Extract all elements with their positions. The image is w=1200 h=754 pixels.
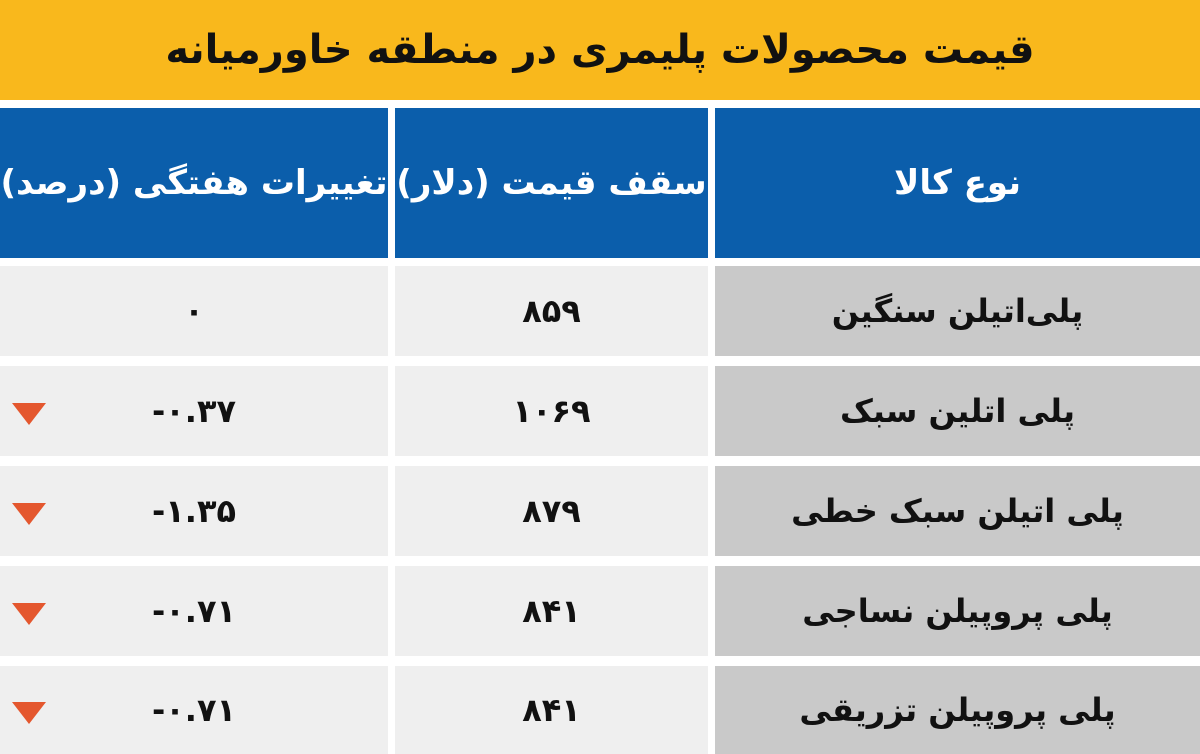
change-cell-text: -۰.۷۱ xyxy=(151,691,237,729)
down-arrow-icon xyxy=(12,603,46,625)
title: قیمت محصولات پلیمری در منطقه خاورمیانه xyxy=(0,0,1200,100)
price-cell: ۸۷۹ xyxy=(395,466,708,556)
change-cell: -۱.۳۵ xyxy=(0,466,388,556)
price-cell-text: ۸۵۹ xyxy=(522,292,581,330)
down-arrow-icon xyxy=(12,702,46,724)
change-cell: -۰.۳۷ xyxy=(0,366,388,456)
change-cell-text: -۰.۳۷ xyxy=(151,392,237,430)
down-arrow-icon xyxy=(12,503,46,525)
product-cell: پلی پروپیلن تزریقی xyxy=(715,666,1200,754)
column-header: تغییرات هفتگی (درصد) xyxy=(0,108,388,258)
column-header: نوع کالا xyxy=(715,108,1200,258)
down-arrow xyxy=(12,403,46,425)
product-cell: پلی اتلین سبک xyxy=(715,366,1200,456)
down-arrow xyxy=(12,702,46,724)
column-header: سقف قیمت (دلار) xyxy=(395,108,708,258)
down-arrow-icon xyxy=(12,403,46,425)
price-cell-text: ۸۴۱ xyxy=(522,592,581,630)
product-cell: پلی اتیلن سبک خطی xyxy=(715,466,1200,556)
change-cell-text: ۰ xyxy=(184,292,204,330)
price-cell: ۱۰۶۹ xyxy=(395,366,708,456)
price-cell: ۸۴۱ xyxy=(395,666,708,754)
change-cell: -۰.۷۱ xyxy=(0,566,388,656)
price-cell: ۸۵۹ xyxy=(395,266,708,356)
change-cell-text: -۱.۳۵ xyxy=(151,492,237,530)
price-cell-text: ۸۷۹ xyxy=(522,492,581,530)
product-cell: پلی پروپیلن نساجی xyxy=(715,566,1200,656)
price-cell: ۸۴۱ xyxy=(395,566,708,656)
down-arrow xyxy=(12,603,46,625)
product-cell: پلی‌اتیلن سنگین xyxy=(715,266,1200,356)
change-cell: -۰.۷۱ xyxy=(0,666,388,754)
change-cell: ۰ xyxy=(0,266,388,356)
down-arrow xyxy=(12,503,46,525)
price-cell-text: ۸۴۱ xyxy=(522,691,581,729)
price-cell-text: ۱۰۶۹ xyxy=(512,392,591,430)
change-cell-text: -۰.۷۱ xyxy=(151,592,237,630)
